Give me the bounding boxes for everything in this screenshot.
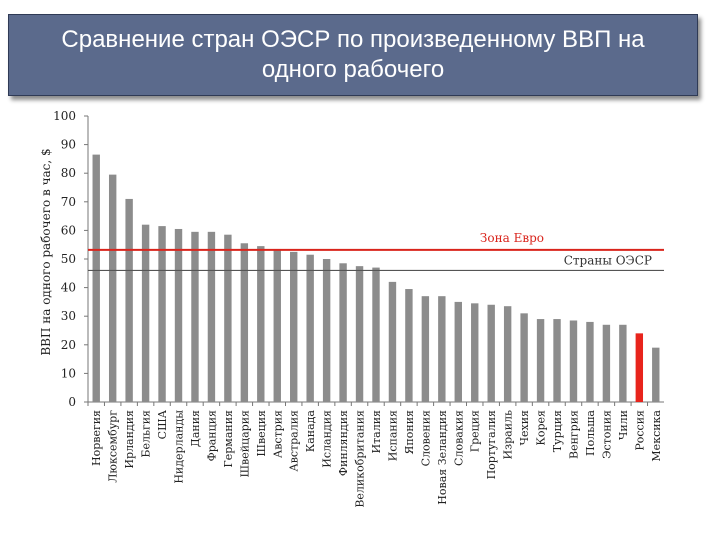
bar <box>503 306 512 402</box>
bar <box>635 333 644 402</box>
y-tick-label: 90 <box>61 138 76 152</box>
bar <box>421 296 430 402</box>
x-tick-label: Швеция <box>255 410 268 457</box>
bar <box>372 267 380 402</box>
category-labels: Норвегия Люксембург Ирландия Бельгия США Ниде… <box>90 409 663 507</box>
x-tick-label: Нидерланды <box>173 410 186 484</box>
bar <box>290 251 298 402</box>
x-tick-label: Россия <box>633 410 646 451</box>
bar <box>652 347 660 402</box>
bar <box>602 324 611 402</box>
y-tick-label: 30 <box>61 309 76 323</box>
bar <box>257 246 265 402</box>
x-tick-label: Словения <box>419 410 432 466</box>
x-tick-label: Германия <box>222 410 235 468</box>
x-tick-label: Великобритания <box>354 410 367 508</box>
x-tick-label: Польша <box>584 410 597 456</box>
x-tick-label: Словакия <box>452 410 465 466</box>
y-tick-label: 100 <box>53 109 76 123</box>
x-tick-label: Мексика <box>650 410 663 462</box>
x-tick-label: Израиль <box>502 410 515 460</box>
bar <box>108 174 117 402</box>
bar <box>619 324 627 402</box>
x-tick-label: Финляндия <box>337 410 350 476</box>
bar <box>471 303 479 402</box>
bar <box>569 320 578 402</box>
bar <box>306 254 314 402</box>
x-tick-label: Эстония <box>600 410 613 459</box>
x-tick-label: Ирландия <box>123 410 136 469</box>
x-tick-label: Швейцария <box>238 410 251 478</box>
bar <box>174 228 183 402</box>
y-tick-label: 0 <box>68 395 76 409</box>
y-tick-label: 70 <box>61 195 76 209</box>
x-tick-label: Италия <box>370 410 383 454</box>
y-tick-label: 40 <box>61 281 76 295</box>
x-tick-label: Дания <box>189 410 202 447</box>
bar <box>520 313 528 402</box>
y-tick-label: 60 <box>61 223 76 237</box>
x-tick-label: Корея <box>535 410 548 446</box>
bar <box>388 281 397 402</box>
page-title: Сравнение стран ОЭСР по произведенному В… <box>61 26 645 83</box>
x-tick-label: Бельгия <box>140 410 153 458</box>
x-tick-label: Турция <box>551 410 564 452</box>
x-tick-label: Новая Зеландия <box>436 410 449 505</box>
bar <box>207 231 216 402</box>
reference-lines: Зона Евро Страны ОЭСР <box>88 231 664 272</box>
reference-line-label: Страны ОЭСР <box>564 253 652 267</box>
x-tick-label: Норвегия <box>90 410 103 466</box>
bar <box>536 319 545 402</box>
x-tick-label: Греция <box>469 410 482 452</box>
bar <box>586 321 594 402</box>
bar <box>224 234 232 402</box>
x-tick-label: США <box>156 409 169 439</box>
y-axis-label: ВВП на одного рабочего в час, $ <box>39 148 53 355</box>
bar <box>158 226 166 402</box>
bar <box>405 289 413 402</box>
x-tick-label: Исландия <box>321 410 334 468</box>
title-banner: Сравнение стран ОЭСР по произведенному В… <box>8 14 698 96</box>
y-tick-label: 20 <box>61 338 76 352</box>
bar <box>487 304 495 402</box>
bar <box>454 301 462 402</box>
x-tick-label: Австрия <box>271 410 284 458</box>
chart-bars <box>92 154 660 402</box>
x-tick-label: Люксембург <box>107 410 120 483</box>
bar <box>141 224 150 402</box>
x-tick-label: Япония <box>403 410 416 455</box>
x-tick-label: Канада <box>304 410 317 453</box>
bar <box>322 259 331 402</box>
bar <box>240 243 249 402</box>
bar <box>355 266 364 402</box>
x-tick-label: Португалия <box>485 410 498 479</box>
x-tick-label: Чехия <box>518 410 531 446</box>
reference-line-label: Зона Евро <box>480 231 544 245</box>
y-tick-label: 10 <box>61 366 76 380</box>
bar <box>438 296 446 402</box>
x-tick-label: Испания <box>386 410 399 461</box>
bar <box>553 319 561 402</box>
y-tick-label: 80 <box>61 166 76 180</box>
x-tick-label: Чили <box>617 410 630 440</box>
bar <box>92 154 100 402</box>
x-tick-label: Франция <box>205 410 218 461</box>
bar <box>191 231 199 402</box>
y-tick-label: 50 <box>61 252 76 266</box>
x-tick-label: Австралия <box>288 410 301 472</box>
x-tick-label: Венгрия <box>567 410 580 459</box>
bar <box>273 248 281 402</box>
bar <box>125 198 133 402</box>
bar <box>339 263 347 402</box>
